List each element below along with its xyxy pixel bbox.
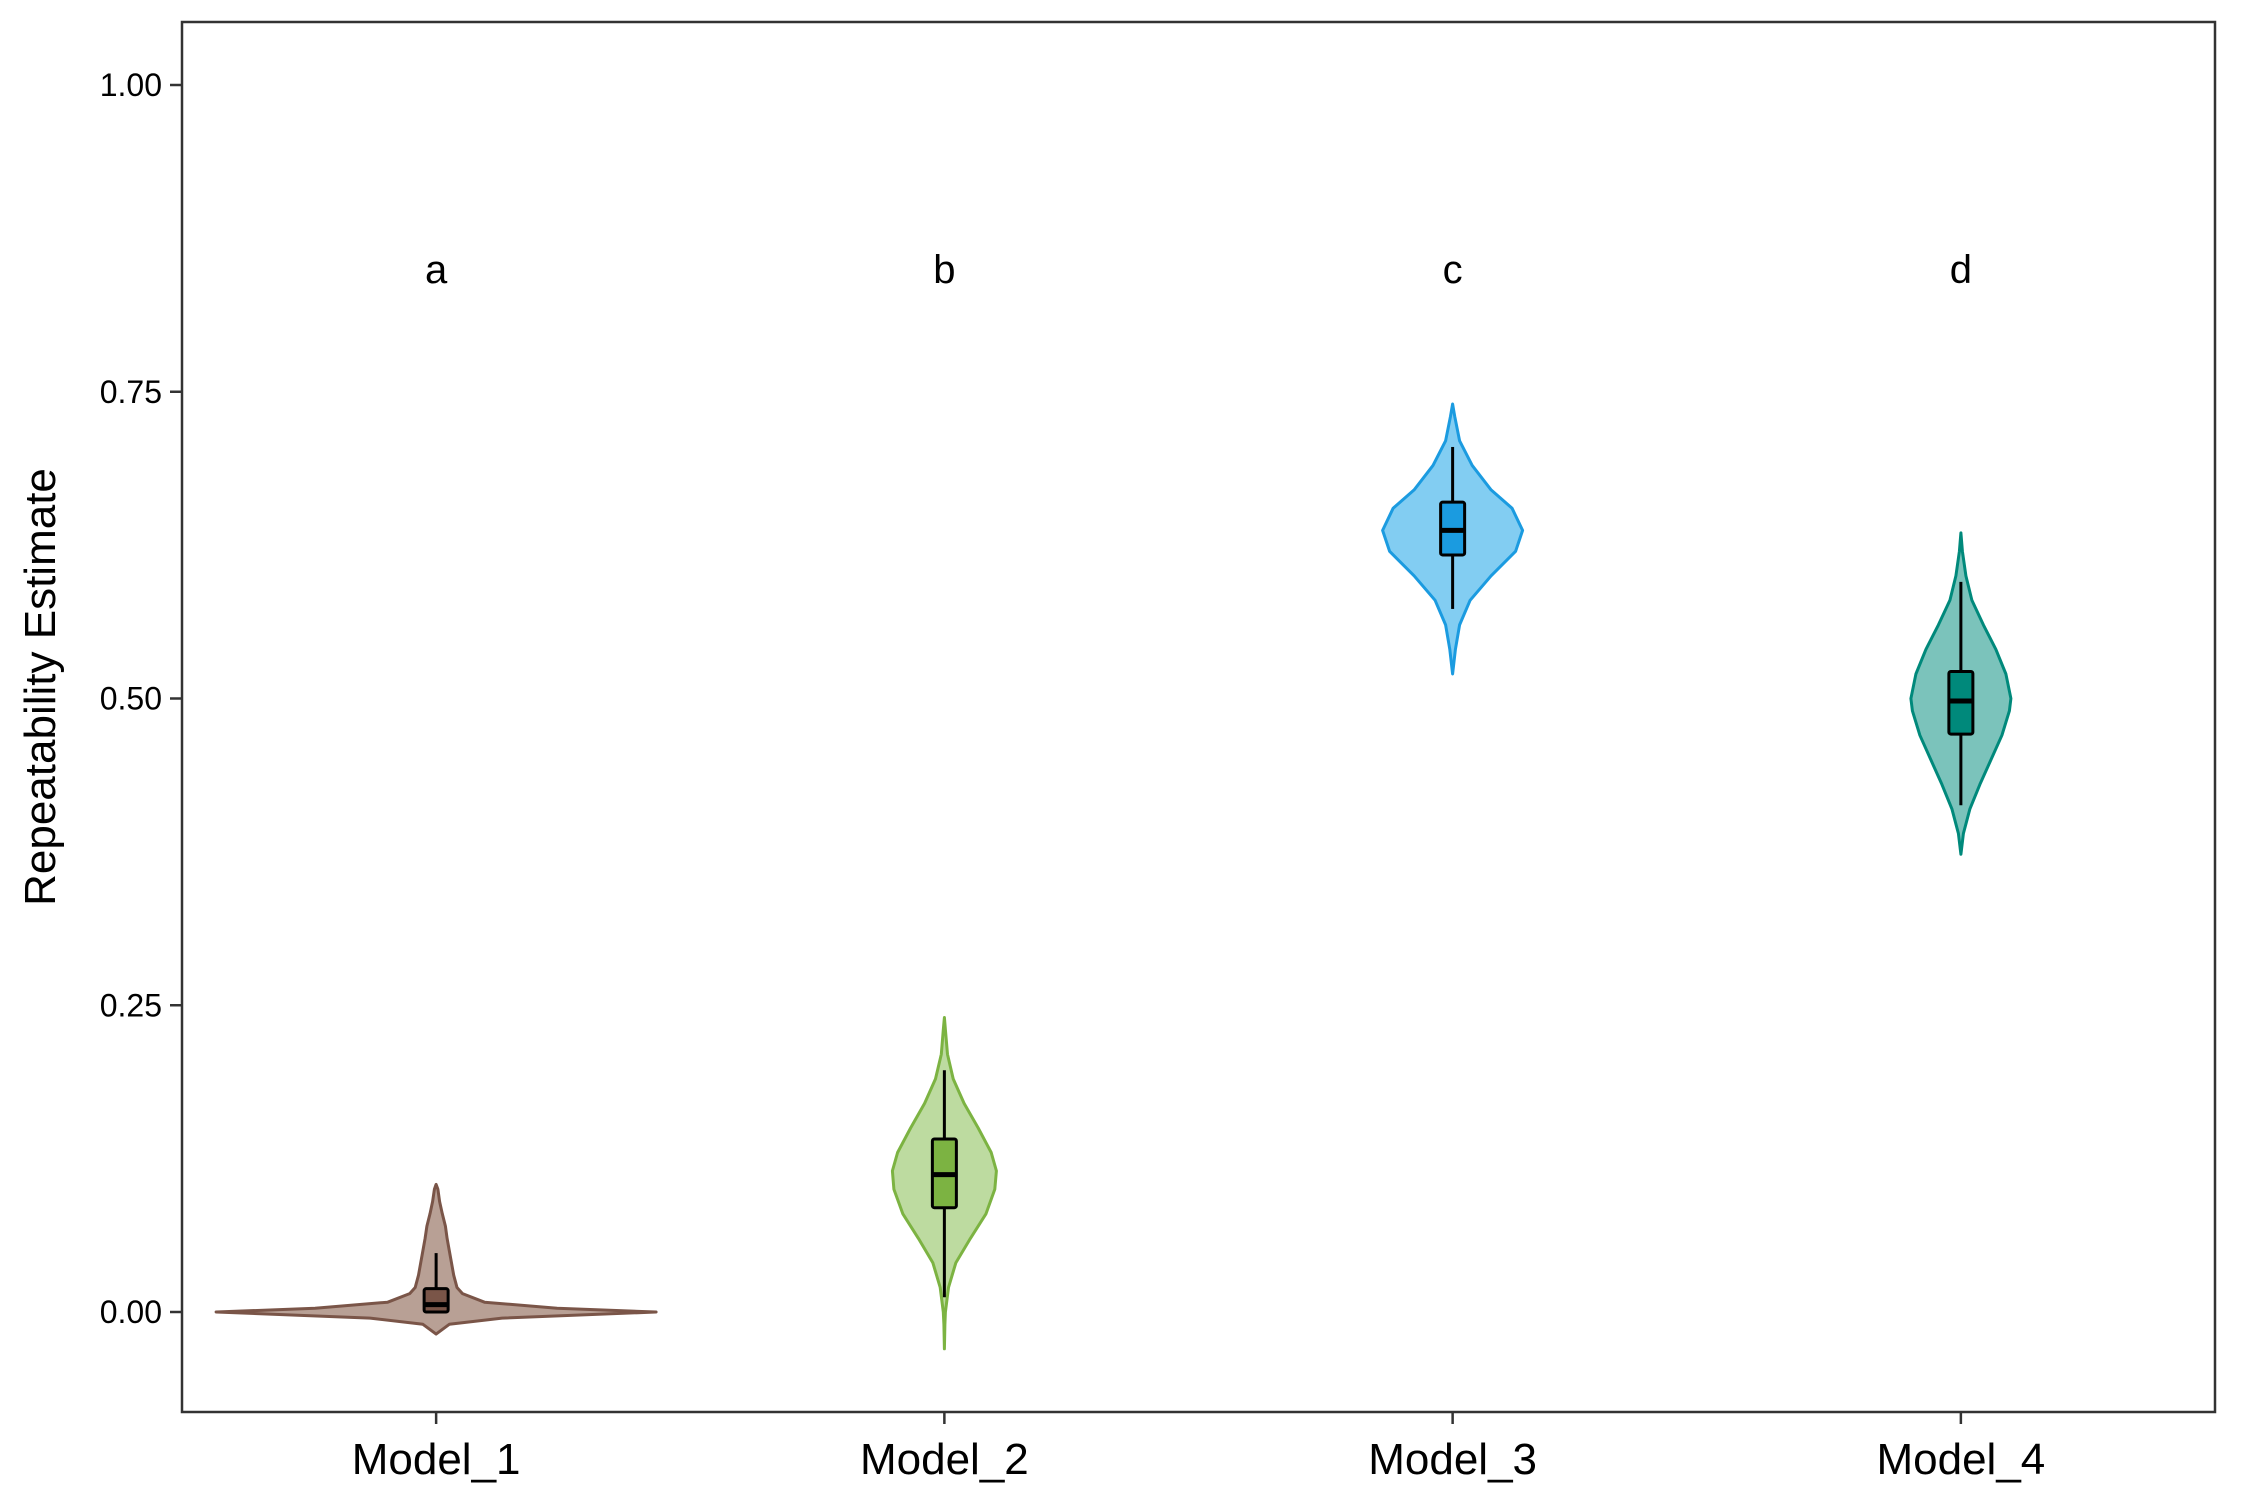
- x-tick-label: Model_2: [860, 1435, 1029, 1484]
- box-iqr: [422, 1287, 450, 1314]
- violin-Model_1: [214, 1182, 658, 1336]
- violin-Model_2: [890, 1016, 998, 1351]
- plot-panel-border: [180, 20, 2217, 1414]
- violin-layer: [214, 402, 2013, 1351]
- y-axis: 0.00 0.25 0.50 0.75 1.00: [100, 67, 182, 1330]
- y-tick-label: 1.00: [100, 67, 162, 103]
- x-tick-label: Model_3: [1368, 1435, 1537, 1484]
- y-tick-label: 0.75: [100, 374, 162, 410]
- group-letter: d: [1950, 248, 1972, 292]
- violin-Model_3: [1381, 402, 1525, 676]
- annotation-layer: a b c d: [425, 248, 1972, 292]
- y-axis-title: Repeatability Estimate: [16, 468, 65, 906]
- x-axis: Model_1 Model_2 Model_3 Model_4: [352, 1412, 2045, 1484]
- group-letter: b: [933, 248, 955, 292]
- group-letter: c: [1443, 248, 1463, 292]
- group-letter: a: [425, 248, 448, 292]
- x-tick-label: Model_4: [1876, 1435, 2045, 1484]
- y-tick-label: 0.50: [100, 681, 162, 717]
- x-tick-label: Model_1: [352, 1435, 521, 1484]
- y-tick-label: 0.25: [100, 987, 162, 1023]
- violin-Model_4: [1909, 531, 2013, 856]
- y-tick-label: 0.00: [100, 1294, 162, 1330]
